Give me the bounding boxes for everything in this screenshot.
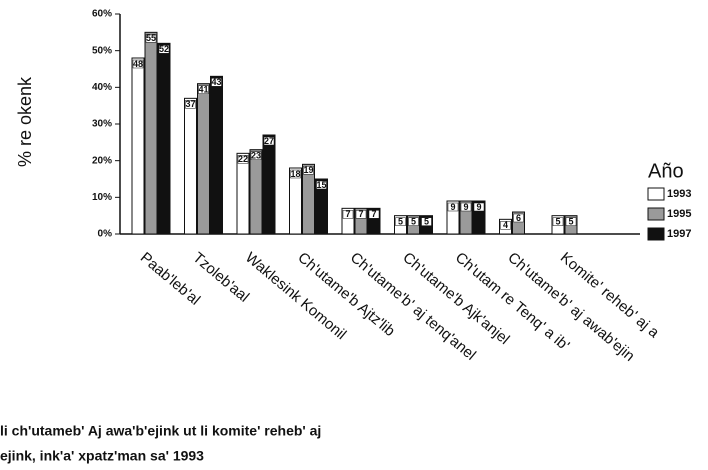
value-label-bg [513,213,524,223]
bar [184,97,197,235]
value-label-bg [552,217,564,226]
value-label: 5 [424,217,429,227]
value-label-bg [185,100,196,109]
value-label-bg [368,210,380,219]
bar [289,167,302,235]
value-label-bg [303,166,314,175]
x-tick-label: Waklesink Komonil [242,249,350,343]
value-label: 7 [345,209,350,219]
y-axis-label: % re okenk [15,76,35,167]
value-label-bg [250,151,262,160]
bar [197,83,210,235]
value-label: 9 [450,202,455,212]
value-label: 5 [568,217,573,227]
value-label: 52 [159,44,169,54]
value-label-bg [421,217,432,226]
value-label-bg [263,136,275,146]
value-label-bg [342,210,354,219]
value-label: 6 [516,213,521,223]
y-tick-label: 0% [98,229,113,240]
value-label-bg [473,202,485,212]
y-tick-label: 60% [92,9,112,20]
bar [315,178,328,235]
value-label-bg [460,202,472,212]
bar [157,42,171,235]
legend-label: 1995 [667,208,691,220]
value-label: 7 [371,209,376,219]
value-label: 48 [133,59,143,69]
value-label-bg [447,202,459,212]
value-label-bg [132,59,144,69]
value-label: 23 [251,151,261,161]
value-label-bg [355,210,367,219]
value-label-bg [395,217,406,226]
bar [302,163,315,235]
value-label-bg [500,221,511,230]
legend-swatch [647,207,665,221]
y-tick-label: 40% [92,82,112,93]
value-label: 4 [503,220,508,230]
value-label: 18 [290,169,300,179]
y-tick-label: 50% [92,45,112,56]
value-label: 7 [358,209,363,219]
y-tick-label: 20% [92,155,112,166]
caption: li ch'utameb' Aj awa'b'ejink ut li komit… [0,423,321,439]
bar [210,75,223,235]
legend-title: Año [648,160,684,182]
value-label: 15 [316,180,326,190]
value-label: 5 [555,217,560,227]
bar [249,149,263,235]
value-label: 37 [185,99,195,109]
bar [131,57,145,235]
legend-swatch [647,227,665,241]
value-label-bg [198,85,209,94]
y-tick-label: 10% [92,192,112,203]
bar [236,152,250,235]
caption: ejink, ink'a' xpatz'man sa' 1993 [0,448,204,464]
value-label: 5 [411,217,416,227]
bar [144,31,158,235]
value-label: 5 [398,217,403,227]
value-label-bg [237,155,249,164]
value-label-bg [145,34,157,43]
bar [262,134,276,235]
legend-label: 1997 [667,228,691,240]
value-label: 19 [303,165,313,175]
value-label: 9 [476,202,481,212]
value-label-bg [408,217,419,226]
value-label: 41 [198,85,208,95]
value-label-bg [565,217,577,226]
y-tick-label: 30% [92,119,112,130]
legend-label: 1993 [667,188,691,200]
value-label-bg [158,45,170,54]
value-label: 9 [463,202,468,212]
legend-swatch [647,187,665,201]
value-label-bg [211,78,222,87]
value-label: 27 [264,136,274,146]
value-label: 22 [238,154,248,164]
value-label-bg [316,180,327,190]
value-label: 55 [146,33,156,43]
value-label-bg [290,169,301,179]
value-label: 43 [211,77,221,87]
